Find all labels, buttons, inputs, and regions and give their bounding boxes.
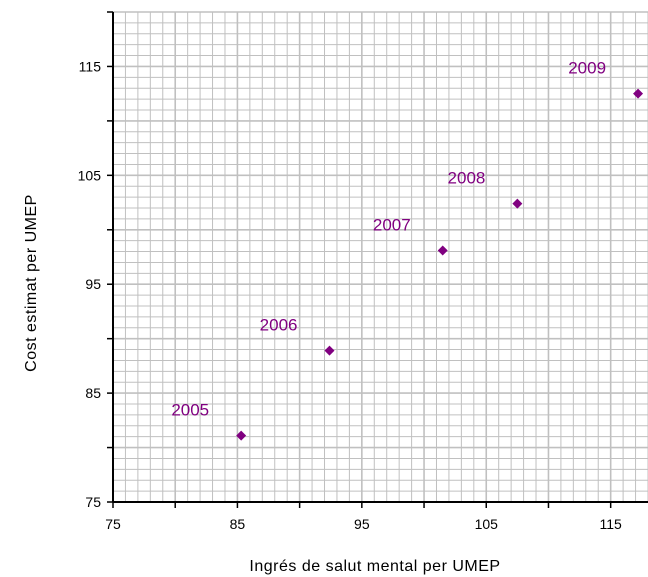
y-tick-label: 75 — [85, 494, 101, 510]
data-point-marker — [512, 198, 523, 209]
data-points: 2005 2006 2007 2008 2009 — [171, 59, 644, 441]
data-point-marker — [236, 430, 247, 441]
tick-labels: 75 85 95 105 115 75 85 95 105 115 — [78, 58, 622, 532]
x-tick-label: 95 — [354, 516, 370, 532]
data-point-label: 2008 — [448, 169, 486, 188]
x-tick-label: 85 — [230, 516, 246, 532]
data-point-marker — [437, 245, 448, 256]
y-tick-label: 105 — [78, 167, 102, 183]
axes — [107, 11, 648, 508]
y-tick-label: 115 — [79, 58, 102, 74]
x-tick-label: 75 — [105, 516, 121, 532]
data-point-label: 2009 — [568, 59, 606, 78]
data-point-label: 2007 — [373, 215, 411, 234]
y-tick-label: 85 — [85, 385, 101, 401]
y-tick-label: 95 — [85, 276, 101, 292]
data-point-marker — [324, 345, 335, 356]
data-point-label: 2006 — [260, 316, 298, 335]
grid — [113, 11, 648, 502]
y-axis-title: Cost estimat per UMEP — [23, 194, 40, 372]
data-point-marker — [633, 88, 644, 99]
x-axis-title: Ingrés de salut mental per UMEP — [249, 558, 500, 575]
x-tick-label: 115 — [600, 516, 623, 532]
data-point-label: 2005 — [171, 401, 209, 420]
plot-background — [113, 12, 648, 502]
x-tick-label: 105 — [475, 516, 499, 532]
